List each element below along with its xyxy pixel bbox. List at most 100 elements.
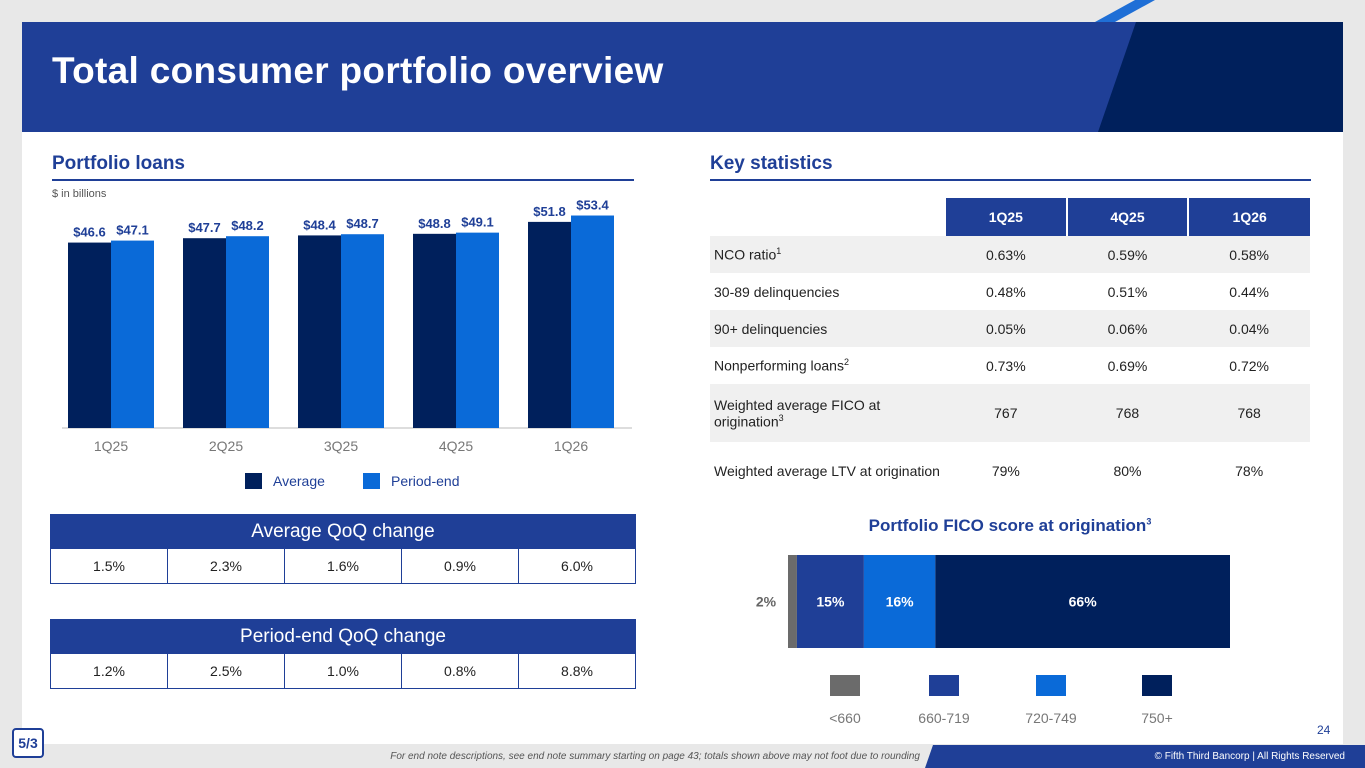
bar-average	[68, 242, 111, 428]
fifth-third-logo: 5/3	[12, 728, 44, 758]
stats-cell: 0.06%	[1066, 310, 1189, 347]
footer-note: For end note descriptions, see end note …	[390, 751, 920, 762]
period-end-qoq-cell: 8.8%	[518, 654, 635, 688]
legend-label: Period-end	[391, 473, 460, 489]
fico-legend-label: 720-749	[1025, 710, 1077, 726]
bar-value-label: $46.6	[73, 225, 106, 240]
bar-value-label: $47.7	[188, 220, 221, 235]
x-tick-label: 3Q25	[324, 438, 358, 454]
stats-row-label: Weighted average LTV at origination	[714, 463, 940, 479]
bar-average	[528, 221, 571, 428]
fico-legend-swatch	[1142, 675, 1172, 696]
fico-legend-swatch	[830, 675, 860, 696]
stats-cell: 79%	[991, 463, 1020, 479]
bar-period-end	[111, 240, 154, 428]
stats-row-label: Weighted average FICO at origination3	[710, 384, 945, 442]
portfolio-title-rule	[52, 179, 634, 181]
stats-row: 30-89 delinquencies 0.48% 0.51% 0.44%	[710, 273, 1310, 310]
fico-legend-swatch	[929, 675, 959, 696]
stats-cell: 0.04%	[1188, 310, 1310, 347]
period-end-qoq-cell: 1.0%	[284, 654, 401, 688]
fico-segment	[788, 555, 797, 648]
stats-cell: 0.58%	[1188, 236, 1310, 273]
legend-label: Average	[273, 473, 325, 489]
average-qoq-cell: 0.9%	[401, 549, 518, 583]
stats-cell: 0.51%	[1107, 283, 1148, 300]
bar-period-end	[341, 234, 384, 428]
x-tick-label: 1Q26	[554, 438, 588, 454]
fico-segment	[863, 555, 936, 648]
average-qoq-cell: 6.0%	[518, 549, 635, 583]
stats-row: Weighted average LTV at origination 79% …	[710, 442, 1310, 500]
key-statistics-rule	[710, 179, 1311, 181]
stats-row-label: 90+ delinquencies	[710, 310, 945, 347]
average-qoq-title: Average QoQ change	[51, 515, 635, 549]
fico-segment	[935, 555, 1230, 648]
average-qoq-row: 1.5% 2.3% 1.6% 0.9% 6.0%	[51, 549, 635, 583]
stats-cell: 0.63%	[945, 236, 1067, 273]
header-accent	[1095, 0, 1155, 22]
stats-cell: 0.48%	[985, 283, 1026, 300]
key-statistics-table: 1Q25 4Q25 1Q26 NCO ratio1 0.63% 0.59% 0.…	[710, 198, 1310, 500]
bar-period-end	[226, 236, 269, 428]
period-end-qoq-table: Period-end QoQ change 1.2% 2.5% 1.0% 0.8…	[50, 619, 636, 689]
stats-cell: 0.44%	[1229, 283, 1269, 300]
header-dark-panel	[1098, 22, 1343, 132]
fico-segment-label: 16%	[886, 594, 915, 610]
fico-legend-label: 660-719	[918, 710, 970, 726]
legend-swatch-average	[245, 473, 262, 489]
bar-average	[183, 238, 226, 428]
fico-legend-label: <660	[829, 710, 861, 726]
bar-value-label: $47.1	[116, 223, 149, 238]
average-qoq-cell: 1.5%	[93, 558, 125, 574]
stats-row-label: Nonperforming loans2	[714, 357, 849, 374]
stats-row: Weighted average FICO at origination3 76…	[710, 384, 1310, 442]
footer-bar	[925, 745, 1365, 768]
bar-value-label: $53.4	[576, 200, 609, 213]
portfolio-loans-title: Portfolio loans	[52, 153, 185, 174]
stats-row-label: NCO ratio1	[710, 236, 945, 273]
stats-cell: 0.59%	[1066, 236, 1189, 273]
bar-period-end	[571, 215, 614, 428]
stats-cell: 0.73%	[985, 357, 1026, 374]
page-number: 24	[1317, 723, 1331, 737]
period-end-qoq-title: Period-end QoQ change	[51, 620, 635, 654]
stats-cell: 78%	[1235, 463, 1264, 479]
average-qoq-cell: 1.6%	[284, 549, 401, 583]
stats-cell: 768	[1066, 384, 1189, 442]
unit-note: $ in billions	[52, 188, 107, 200]
stats-row-label: 30-89 delinquencies	[714, 283, 840, 300]
stats-row: 90+ delinquencies 0.05% 0.06% 0.04%	[710, 310, 1310, 347]
period-end-qoq-cell: 0.8%	[401, 654, 518, 688]
x-tick-label: 2Q25	[209, 438, 243, 454]
stats-row: NCO ratio1 0.63% 0.59% 0.58%	[710, 236, 1310, 273]
fico-stacked-chart: 2% 15% 16% 66% <660 660-719 720-749 750+	[756, 555, 1230, 726]
footer-copyright: © Fifth Third Bancorp | All Rights Reser…	[1154, 751, 1345, 762]
header-band	[22, 22, 1343, 132]
stats-cell: 0.05%	[945, 310, 1067, 347]
bar-value-label: $48.2	[231, 218, 264, 233]
average-qoq-table: Average QoQ change 1.5% 2.3% 1.6% 0.9% 6…	[50, 514, 636, 584]
stats-cell: 80%	[1113, 463, 1142, 479]
stats-column-header: 1Q25	[944, 198, 1067, 236]
stats-cell: 0.72%	[1229, 357, 1269, 374]
stats-header-blank	[710, 198, 945, 236]
period-end-qoq-row: 1.2% 2.5% 1.0% 0.8% 8.8%	[51, 654, 635, 688]
bar-average	[413, 233, 456, 428]
fico-chart-title: Portfolio FICO score at origination3	[868, 516, 1152, 535]
fico-segment-label: 15%	[816, 594, 845, 610]
x-tick-label: 4Q25	[439, 438, 473, 454]
fico-segment	[796, 555, 864, 648]
bar-average	[298, 235, 341, 428]
legend-swatch-period-end	[363, 473, 380, 489]
stats-column-header: 4Q25	[1065, 198, 1189, 236]
key-statistics-title: Key statistics	[710, 153, 833, 174]
bar-value-label: $48.8	[418, 216, 451, 231]
portfolio-loans-chart: $46.6 $47.1 1Q25 $47.7 $48.2 2Q25 $48.4 $48.7 3Q…	[62, 200, 632, 489]
fico-legend-swatch	[1036, 675, 1066, 696]
stats-header-row: 1Q25 4Q25 1Q26	[710, 198, 1310, 236]
fico-segment-label: 66%	[1069, 594, 1098, 610]
page-title: Total consumer portfolio overview	[52, 50, 664, 91]
bar-value-label: $48.4	[303, 217, 336, 232]
bar-value-label: $51.8	[533, 204, 566, 219]
